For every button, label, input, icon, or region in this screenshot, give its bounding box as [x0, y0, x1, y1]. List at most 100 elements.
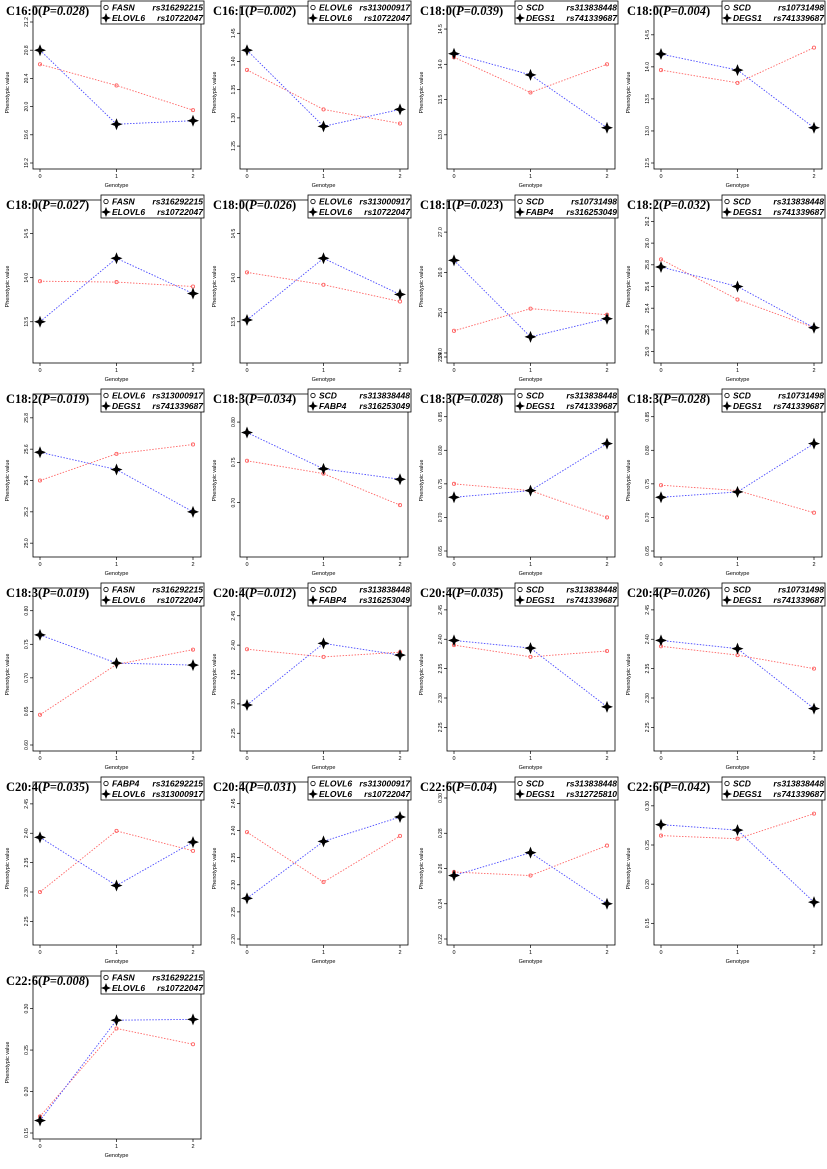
legend: SCD rs313838448 DEGS1 rs741339687 — [721, 194, 826, 219]
series-b-line — [660, 824, 815, 903]
legend-gene: SCD — [526, 779, 544, 789]
y-tick-label: 19.6 — [24, 130, 30, 140]
open-circle-icon — [517, 392, 523, 399]
chart-title-name: C22:6 — [420, 780, 452, 794]
series-a-point — [190, 442, 196, 447]
y-tick-label: 1.25 — [231, 141, 237, 151]
series-a-point — [244, 830, 250, 835]
legend-box — [100, 388, 205, 413]
series-a-point — [735, 836, 740, 841]
series-b-point — [317, 120, 330, 133]
chart-title-open: ( — [38, 586, 42, 600]
series-b-point — [448, 869, 460, 882]
legend-box — [100, 582, 205, 607]
chart-title-open: ( — [38, 4, 42, 18]
chart-panel: C18:1(P=0.023) SCD rs10731498 FABP4 rs316253… — [414, 194, 620, 386]
series-b-point — [34, 1114, 46, 1127]
y-tick-label: 25.6 — [645, 281, 651, 291]
chart-title-name: C18:3 — [213, 392, 245, 406]
y-tick-label: 0.20 — [645, 879, 651, 889]
legend-snp: rs316292215 — [152, 197, 203, 207]
x-tick-label: 1 — [115, 174, 118, 180]
y-tick-label: 2.30 — [24, 887, 30, 897]
x-tick-label: 0 — [245, 368, 248, 374]
x-tick-label: 2 — [812, 174, 815, 180]
legend-box — [307, 194, 412, 219]
x-axis-label: Genotype — [105, 959, 129, 965]
chart-panel: C20:4(P=0.012) SCD rs313838448 FABP4 rs31625… — [207, 582, 413, 774]
line-chart: C16:1(P=0.002) ELOVL6 rs313000917 ELOVL6 rs1… — [212, 0, 412, 189]
y-tick-label: 2.35 — [231, 853, 237, 863]
x-tick-label: 2 — [398, 950, 401, 956]
cross-plus-icon — [101, 983, 111, 993]
cross-plus-icon — [515, 13, 525, 23]
chart-title: C20:4(P=0.026) — [627, 586, 710, 600]
y-tick-label: 14.5 — [24, 229, 30, 239]
legend-gene: ELOVL6 — [112, 207, 145, 217]
y-axis-label: Phenotypic value — [212, 266, 218, 308]
series-a-point — [244, 458, 250, 463]
y-tick-label: 2.25 — [231, 728, 237, 738]
p-value: 0.039 — [471, 4, 500, 18]
legend: SCD rs313838448 DEGS1 rs741339687 — [514, 388, 619, 413]
chart-title-name: C18:3 — [6, 586, 38, 600]
series-b-point — [34, 628, 46, 641]
x-tick-label: 0 — [659, 562, 662, 568]
chart-title-close: ) — [706, 392, 710, 406]
legend-snp: rs10731498 — [778, 585, 824, 595]
chart-title: C20:4(P=0.031) — [213, 780, 296, 794]
legend-gene: SCD — [526, 3, 544, 13]
open-circle-icon — [103, 586, 109, 593]
open-circle-icon — [103, 974, 109, 981]
chart-title: C18:1(P=0.023) — [420, 198, 503, 212]
y-tick-label: 0.60 — [24, 740, 30, 750]
series-a-point — [114, 828, 119, 833]
series-a-point — [397, 833, 403, 839]
x-tick-label: 0 — [245, 174, 248, 180]
legend-snp: rs741339687 — [773, 13, 825, 23]
line-chart: C22:6(P=0.042) SCD rs313838448 DEGS1 rs74133… — [626, 776, 826, 965]
open-circle-icon — [310, 586, 316, 593]
y-tick-label: 0.28 — [438, 828, 444, 838]
cross-plus-icon — [308, 13, 318, 23]
y-tick-label: 0.70 — [231, 498, 237, 508]
legend: ELOVL6 rs313000917 DEGS1 rs741339687 — [100, 388, 205, 413]
x-tick-label: 2 — [398, 562, 401, 568]
legend-gene: DEGS1 — [733, 207, 762, 217]
y-tick-label: 0.85 — [438, 412, 444, 422]
legend: SCD rs313838448 DEGS1 rs741339687 — [514, 582, 619, 607]
series-a-point — [658, 68, 664, 73]
open-circle-icon — [103, 392, 109, 399]
p-eq: = — [671, 392, 678, 406]
series-a-point — [244, 270, 250, 275]
y-axis-label: Phenotypic value — [212, 72, 218, 114]
x-axis-label: Genotype — [726, 765, 750, 771]
chart-title-name: C22:6 — [627, 780, 659, 794]
x-axis-label: Genotype — [312, 377, 336, 383]
y-tick-label: 21.2 — [24, 17, 30, 27]
chart-title-open: ( — [38, 198, 42, 212]
plot-frame — [446, 393, 616, 558]
series-b-point — [241, 699, 253, 712]
chart-panel: C18:2(P=0.019) ELOVL6 rs313000917 DEGS1 rs74… — [0, 388, 206, 580]
chart-title: C16:0(P=0.028) — [6, 4, 89, 18]
y-tick-label: 0.20 — [24, 1086, 30, 1096]
chart-title-close: ) — [493, 780, 497, 794]
series-a-line — [39, 444, 194, 481]
y-tick-label: 2.25 — [231, 907, 237, 917]
series-b-point — [317, 252, 330, 265]
series-b-point — [731, 485, 744, 498]
series-a-point — [321, 107, 326, 112]
legend-snp: rs313000917 — [152, 789, 204, 799]
y-tick-label: 14.5 — [438, 24, 444, 34]
series-a-point — [321, 880, 326, 885]
p-value: 0.028 — [57, 4, 86, 18]
y-tick-label: 0.15 — [645, 918, 651, 928]
legend: FABP4 rs316292215 ELOVL6 rs313000917 — [100, 776, 205, 801]
chart-title-name: C18:0 — [420, 4, 452, 18]
x-tick-label: 0 — [245, 950, 248, 956]
x-axis-label: Genotype — [105, 183, 129, 189]
y-axis-label: Phenotypic value — [212, 460, 218, 502]
line-chart: C18:3(P=0.028) SCD rs10731498 DEGS1 rs741339… — [626, 388, 826, 577]
p-label: P — [456, 4, 464, 18]
